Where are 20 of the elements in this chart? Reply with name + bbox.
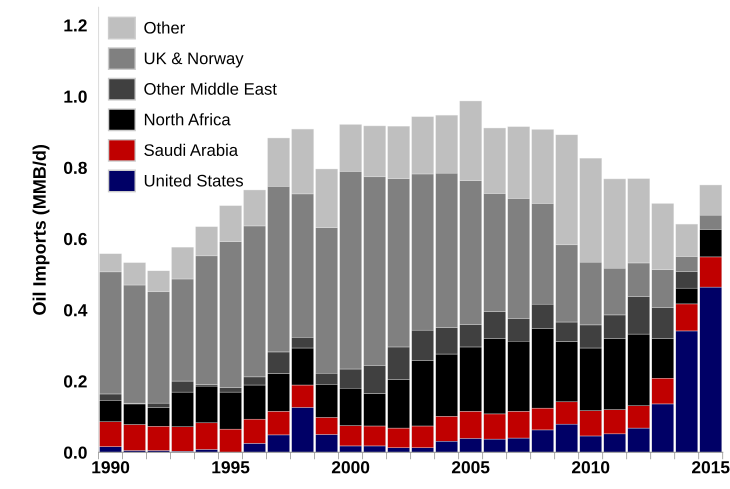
x-tick-label: 2010	[572, 461, 610, 474]
x-tick-label: 2000	[332, 461, 370, 474]
y-tick-label: 0.0	[64, 446, 87, 459]
x-tick-label: 2005	[452, 461, 490, 474]
x-tick-label: 1990	[92, 461, 130, 474]
legend-label: Other	[144, 21, 185, 34]
y-tick-label: 1.0	[64, 90, 87, 103]
y-tick-label: 1.2	[64, 19, 87, 32]
legend-label: United States	[144, 174, 244, 187]
y-tick-label: 0.6	[64, 232, 87, 246]
y-tick-label: 0.2	[64, 375, 87, 388]
legend-label: UK & Norway	[144, 52, 244, 68]
legend-label: Other Middle East	[144, 82, 277, 95]
x-tick-label: 2015	[692, 461, 730, 474]
legend-label: Saudi Arabia	[144, 144, 238, 156]
x-tick-label: 1995	[212, 461, 250, 474]
y-tick-label: 0.4	[64, 304, 88, 316]
y-axis-title: Oil Imports (MMB/d)	[32, 144, 50, 315]
y-tick-label: 0.8	[64, 162, 87, 174]
legend-label: North Africa	[144, 113, 231, 126]
